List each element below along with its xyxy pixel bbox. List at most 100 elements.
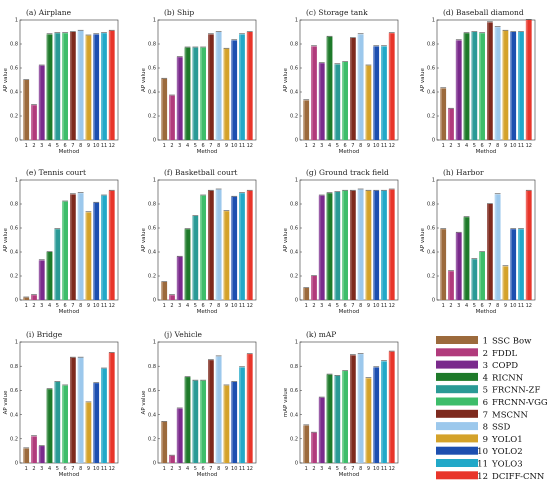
bar-highlight — [62, 33, 64, 141]
legend-label: RICNN — [492, 373, 524, 383]
bar-highlight — [334, 192, 337, 300]
legend-swatch — [436, 372, 478, 381]
x-tick-label: 7 — [71, 143, 74, 149]
bar-highlight — [54, 33, 57, 141]
bar — [342, 190, 348, 300]
y-tick-label: 1 — [153, 340, 156, 346]
x-tick-label: 9 — [225, 303, 228, 309]
bar — [200, 195, 206, 300]
x-axis-label: Method — [197, 309, 218, 315]
x-tick-label: 8 — [359, 466, 362, 472]
legend-label: YOLO2 — [491, 447, 523, 457]
x-tick-label: 2 — [312, 303, 315, 309]
bar — [176, 57, 183, 141]
bar — [448, 108, 454, 140]
bar-highlight — [184, 377, 187, 463]
bar-highlight — [223, 385, 226, 463]
bar — [357, 189, 364, 300]
bar — [31, 105, 37, 140]
bar — [108, 30, 115, 140]
bar-highlight — [46, 389, 49, 463]
bar — [479, 33, 485, 141]
bar — [494, 194, 501, 300]
bar-highlight — [518, 229, 520, 300]
x-tick-label: 4 — [48, 143, 51, 149]
legend-label: FRCNN-ZF — [492, 386, 540, 396]
y-tick-label: 0.4 — [290, 90, 298, 96]
bar-highlight — [342, 62, 344, 140]
y-tick-label: 1 — [295, 18, 298, 24]
x-tick-label: 1 — [163, 466, 166, 472]
x-tick-label: 10 — [93, 303, 99, 309]
bar — [239, 34, 245, 140]
bar — [303, 100, 310, 140]
bar-highlight — [455, 40, 458, 140]
y-tick-label: 0.6 — [10, 388, 18, 394]
y-tick-label: 1 — [15, 18, 18, 24]
x-tick-label: 7 — [351, 466, 354, 472]
y-axis-label: AP value — [141, 67, 147, 91]
x-tick-label: 2 — [32, 466, 35, 472]
x-tick-label: 5 — [473, 143, 476, 149]
bar-highlight — [350, 38, 352, 140]
bar — [231, 40, 238, 140]
x-tick-label: 8 — [217, 143, 220, 149]
bar-highlight — [239, 193, 241, 300]
x-tick-label: 4 — [186, 303, 189, 309]
bar-highlight — [388, 33, 391, 141]
x-tick-label: 11 — [239, 143, 245, 149]
y-tick-label: 0.8 — [148, 202, 156, 208]
x-tick-label: 9 — [367, 303, 370, 309]
y-tick-label: 0.2 — [290, 274, 298, 280]
x-axis-label: Method — [339, 309, 360, 315]
bar-highlight — [381, 46, 383, 140]
bar-highlight — [70, 357, 72, 463]
x-tick-label: 1 — [25, 303, 28, 309]
panel-title: (f) Basketball court — [164, 168, 237, 177]
x-axis-label: Method — [197, 149, 218, 155]
bar — [231, 381, 238, 463]
bar — [192, 380, 199, 463]
panel-title: (i) Bridge — [26, 330, 63, 339]
bar-highlight — [23, 448, 25, 463]
x-tick-label: 6 — [64, 303, 67, 309]
bar-highlight — [176, 57, 179, 141]
bar — [215, 32, 222, 140]
bar — [101, 33, 107, 141]
bar — [62, 33, 68, 141]
bar — [311, 432, 317, 463]
x-axis-label: Method — [59, 472, 80, 478]
y-tick-label: 0.2 — [148, 437, 156, 443]
bar-highlight — [373, 367, 375, 463]
bar — [440, 229, 447, 300]
bar-highlight — [318, 397, 321, 463]
bar-highlight — [357, 34, 360, 140]
x-tick-label: 12 — [109, 466, 115, 472]
bar — [381, 361, 387, 463]
bar-highlight — [471, 32, 474, 140]
bar — [161, 78, 168, 140]
x-axis-label: Method — [197, 472, 218, 478]
bar — [93, 34, 100, 140]
bar — [77, 357, 84, 463]
bar — [231, 196, 238, 300]
bar — [455, 40, 462, 140]
bar — [85, 212, 92, 300]
x-tick-label: 9 — [87, 466, 90, 472]
legend-swatch — [436, 360, 478, 369]
x-tick-label: 11 — [239, 466, 245, 472]
y-axis-label: AP value — [420, 227, 426, 251]
x-tick-label: 7 — [71, 466, 74, 472]
bar-highlight — [108, 30, 111, 140]
bar-highlight — [176, 256, 179, 300]
x-tick-label: 3 — [457, 303, 460, 309]
x-tick-label: 12 — [247, 303, 253, 309]
bar-highlight — [38, 65, 41, 140]
bar — [101, 195, 107, 300]
y-tick-label: 0 — [295, 461, 298, 467]
bar — [184, 377, 191, 463]
bar — [510, 32, 517, 140]
bar-highlight — [388, 189, 391, 300]
legend-label: COPD — [492, 361, 518, 371]
